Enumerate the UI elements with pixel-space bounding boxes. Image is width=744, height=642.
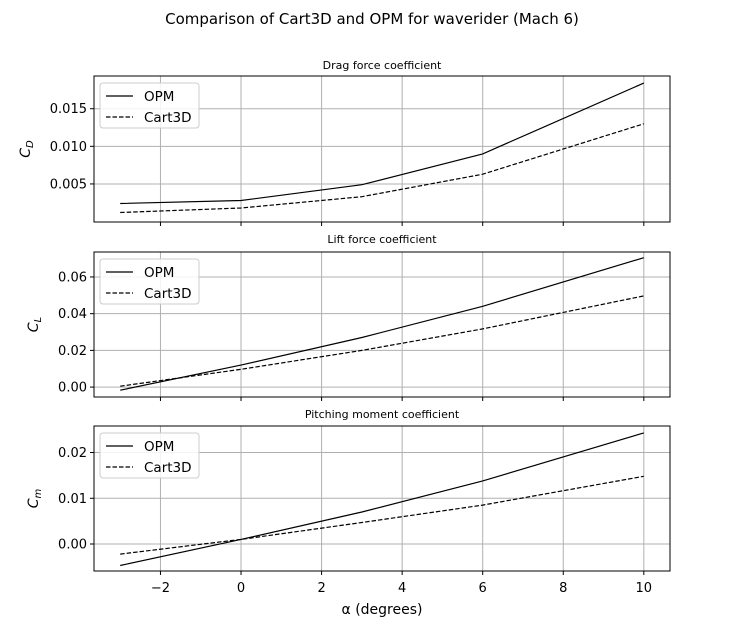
legend-label-cart3d: Cart3D bbox=[144, 110, 192, 126]
series-line-opm bbox=[120, 257, 644, 391]
x-tick-label: 10 bbox=[636, 581, 653, 596]
x-tick-label: −2 bbox=[151, 581, 170, 596]
x-tick-label: 8 bbox=[559, 581, 567, 596]
axes-frame bbox=[93, 251, 671, 398]
legend-box bbox=[99, 82, 200, 129]
y-axis-label: CD bbox=[18, 140, 36, 158]
chart-title: Lift force coefficient bbox=[327, 233, 437, 246]
y-tick-label: 0.02 bbox=[58, 344, 87, 359]
legend-label-opm: OPM bbox=[144, 89, 174, 105]
legend-label-cart3d: Cart3D bbox=[144, 460, 192, 476]
y-tick-label: 0.010 bbox=[50, 140, 87, 155]
legend-label-opm: OPM bbox=[144, 265, 174, 281]
y-tick-label: 0.005 bbox=[50, 177, 87, 192]
chart-panel-2: 0.00 0.02 0.04 0.06 Lift force coefficient CL… bbox=[26, 233, 671, 401]
x-tick-label: 4 bbox=[398, 581, 406, 596]
series-line-opm bbox=[120, 82, 645, 205]
y-tick-label: 0.01 bbox=[58, 492, 87, 507]
y-tick-label: 0.04 bbox=[58, 307, 87, 322]
legend-label-cart3d: Cart3D bbox=[144, 286, 192, 302]
y-tick-label: 0.00 bbox=[58, 381, 87, 396]
series-line-cart3d bbox=[120, 123, 644, 214]
chart-panel-1: 0.005 0.010 0.015 Drag force coefficient CD O… bbox=[18, 59, 671, 226]
y-tick-label: 0.015 bbox=[50, 102, 87, 117]
axes-frame bbox=[93, 425, 671, 572]
y-axis-label: Cm bbox=[26, 488, 44, 508]
x-tick-label: 0 bbox=[237, 581, 245, 596]
y-tick-label: 0.06 bbox=[58, 270, 87, 285]
series-line-opm bbox=[120, 432, 644, 567]
axes-frame bbox=[93, 75, 671, 223]
figure-title: Comparison of Cart3D and OPM for waverid… bbox=[165, 10, 579, 28]
chart-title: Drag force coefficient bbox=[323, 59, 442, 72]
legend-box bbox=[99, 258, 200, 305]
chart-panel-3: 0.00 0.01 0.02 Pitching moment coefficient C… bbox=[26, 408, 671, 618]
legend-label-opm: OPM bbox=[144, 439, 174, 455]
series-line-cart3d bbox=[120, 475, 644, 555]
y-tick-label: 0.00 bbox=[58, 538, 87, 553]
legend-box bbox=[99, 432, 200, 479]
x-axis-label: α (degrees) bbox=[342, 602, 423, 618]
series-line-cart3d bbox=[120, 295, 644, 387]
x-tick-label: 2 bbox=[317, 581, 325, 596]
y-axis-label: CL bbox=[26, 317, 44, 332]
chart-title: Pitching moment coefficient bbox=[305, 408, 460, 421]
y-tick-label: 0.02 bbox=[58, 446, 87, 461]
x-tick-label: 6 bbox=[479, 581, 487, 596]
